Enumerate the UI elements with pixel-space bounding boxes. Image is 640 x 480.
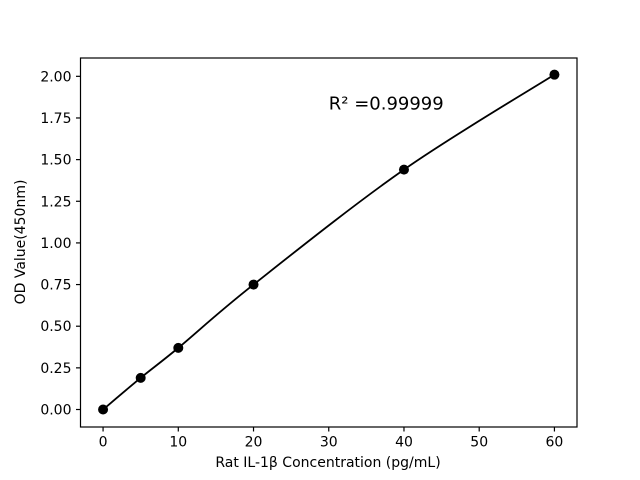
y-tick-label: 1.50 <box>40 153 71 169</box>
plot-area: 0 10 20 30 40 50 60 0.00 0.25 0.50 0.75 1.00 1.25 1.5… <box>40 57 578 451</box>
y-tick-label: 1.75 <box>40 111 71 127</box>
x-tick-label: 50 <box>470 435 488 451</box>
data-point <box>173 342 184 353</box>
y-axis-label: OD Value(450nm) <box>13 180 29 305</box>
x-tick-label: 20 <box>245 435 263 451</box>
x-tick-label: 60 <box>546 435 564 451</box>
curve-line <box>102 73 555 411</box>
x-tick-label: 10 <box>169 435 187 451</box>
data-point <box>398 164 409 175</box>
data-point <box>549 69 560 80</box>
data-point <box>135 372 146 383</box>
y-tick-label: 2.00 <box>40 69 71 85</box>
y-tick-label: 0.75 <box>40 278 71 294</box>
x-tick-label: 40 <box>395 435 413 451</box>
y-tick-label: 1.00 <box>40 236 71 252</box>
x-axis-label: Rat IL-1β Concentration (pg/mL) <box>215 455 440 471</box>
x-tick-label: 30 <box>320 435 338 451</box>
data-point <box>248 279 259 290</box>
y-tick-label: 1.25 <box>40 194 71 210</box>
y-tick-label: 0.25 <box>40 361 71 377</box>
x-tick-label: 0 <box>99 435 108 451</box>
data-point <box>98 404 109 415</box>
y-tick-label: 0.00 <box>40 403 71 419</box>
r-squared-annotation: R² =0.99999 <box>329 94 444 115</box>
y-tick-label: 0.50 <box>40 319 71 335</box>
